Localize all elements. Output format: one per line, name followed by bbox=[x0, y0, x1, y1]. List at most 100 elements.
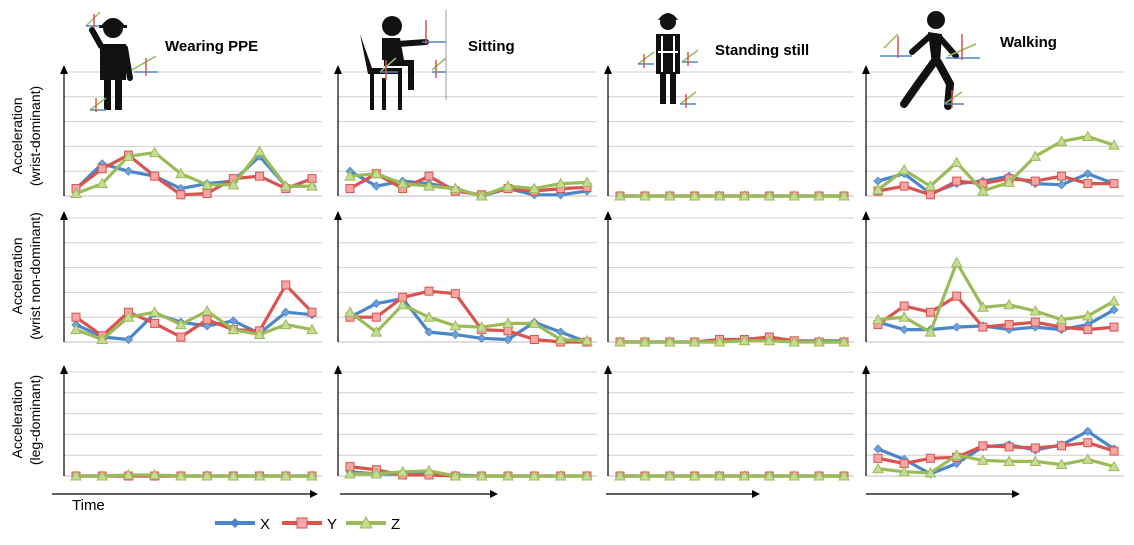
point-y-r2-c3-9 bbox=[1109, 446, 1119, 456]
point-z-r1-c1-4 bbox=[449, 319, 462, 331]
point-y-r1-c3-5 bbox=[1004, 320, 1014, 330]
point-z-r1-c3-7 bbox=[1055, 313, 1068, 325]
point-z-r0-c2-4 bbox=[713, 189, 726, 201]
point-x-r1-c3-9 bbox=[1109, 305, 1119, 315]
point-y-r1-c1-1 bbox=[371, 312, 381, 322]
point-z-r2-c3-8 bbox=[1081, 453, 1094, 464]
point-z-r2-c3-9 bbox=[1108, 460, 1120, 472]
point-y-r0-c0-7 bbox=[255, 171, 265, 181]
legend-label-z: Z bbox=[391, 516, 400, 533]
point-z-r0-c2-7 bbox=[788, 189, 801, 201]
point-y-r1-c0-9 bbox=[307, 307, 317, 317]
series-line-z-r1-c1 bbox=[349, 303, 588, 343]
series-line-z-r0-c0 bbox=[75, 149, 312, 195]
point-z-r0-c0-0 bbox=[70, 187, 82, 199]
point-z-r1-c3-4 bbox=[977, 301, 989, 312]
y-axis-arrowhead-r2-c1 bbox=[334, 365, 342, 374]
point-z-r2-c1-3 bbox=[423, 464, 435, 476]
point-z-r1-c0-9 bbox=[306, 323, 318, 335]
worker-hardhat-icon bbox=[85, 11, 158, 112]
point-z-r2-c2-4 bbox=[713, 469, 726, 481]
point-x-r0-c1-1 bbox=[371, 181, 381, 191]
point-z-r1-c3-0 bbox=[872, 313, 884, 325]
point-z-r1-c0-4 bbox=[175, 318, 187, 330]
point-z-r1-c0-1 bbox=[96, 333, 109, 345]
point-x-r2-c3-8 bbox=[1083, 426, 1093, 436]
point-z-r2-c2-9 bbox=[838, 469, 850, 481]
row-1-ylabel-line-2: (wrist non-dominant) bbox=[27, 212, 43, 340]
point-y-r1-c1-6 bbox=[503, 326, 513, 336]
point-z-r0-c2-2 bbox=[663, 189, 676, 201]
point-z-r1-c2-4 bbox=[713, 335, 726, 347]
point-y-r1-c1-4 bbox=[450, 289, 460, 299]
point-z-r1-c3-9 bbox=[1108, 295, 1120, 306]
point-z-r1-c3-8 bbox=[1081, 309, 1094, 321]
y-axis-arrowhead-r0-c1 bbox=[334, 65, 342, 74]
point-z-r2-c0-7 bbox=[253, 469, 266, 481]
point-z-r0-c1-8 bbox=[554, 177, 567, 189]
point-y-r1-c0-8 bbox=[281, 280, 291, 290]
point-z-r1-c1-1 bbox=[370, 326, 383, 337]
point-y-r0-c0-5 bbox=[202, 189, 212, 199]
worker-vest-standing-icon bbox=[637, 13, 699, 108]
point-y-r2-c3-2 bbox=[925, 453, 935, 463]
legend-item-x: X bbox=[215, 516, 270, 533]
y-axis-arrowhead-r1-c0 bbox=[60, 211, 68, 220]
point-z-r0-c2-0 bbox=[614, 189, 626, 201]
y-axis-arrowhead-r1-c1 bbox=[334, 211, 342, 220]
panel-grid bbox=[52, 65, 1124, 498]
point-z-r2-c0-2 bbox=[122, 468, 135, 480]
point-z-r2-c2-5 bbox=[738, 469, 751, 481]
y-axis-arrowhead-r1-c3 bbox=[862, 211, 870, 220]
point-z-r1-c2-3 bbox=[688, 335, 701, 347]
point-x-r2-c3-0 bbox=[873, 444, 883, 454]
point-z-r0-c1-3 bbox=[423, 180, 435, 191]
point-z-r2-c1-9 bbox=[581, 469, 593, 481]
point-z-r2-c0-5 bbox=[201, 469, 213, 481]
legend-label-y: Y bbox=[327, 516, 337, 533]
point-y-r1-c1-3 bbox=[424, 286, 434, 296]
point-y-r1-c1-7 bbox=[529, 335, 539, 345]
point-z-r0-c0-8 bbox=[279, 180, 292, 191]
point-z-r1-c0-2 bbox=[122, 311, 135, 322]
point-z-r0-c0-9 bbox=[306, 180, 318, 191]
point-y-r1-c0-5 bbox=[202, 315, 212, 325]
point-x-r1-c3-3 bbox=[952, 322, 962, 332]
point-z-r2-c0-9 bbox=[306, 469, 318, 481]
point-z-r0-c3-3 bbox=[950, 156, 963, 168]
point-y-r0-c1-3 bbox=[424, 171, 434, 181]
point-z-r2-c1-7 bbox=[528, 469, 541, 481]
point-z-r2-c3-7 bbox=[1055, 458, 1068, 470]
point-z-r2-c1-0 bbox=[344, 467, 356, 479]
point-z-r0-c2-3 bbox=[688, 189, 701, 201]
point-z-r0-c3-5 bbox=[1003, 176, 1015, 187]
point-z-r2-c2-2 bbox=[663, 469, 676, 481]
point-z-r1-c1-2 bbox=[396, 298, 409, 310]
point-z-r2-c1-8 bbox=[554, 469, 567, 481]
point-y-r1-c3-7 bbox=[1057, 322, 1067, 332]
point-y-r2-c3-5 bbox=[1004, 442, 1014, 452]
point-z-r2-c2-0 bbox=[614, 469, 626, 481]
point-z-r0-c3-7 bbox=[1055, 135, 1068, 146]
point-z-r1-c0-8 bbox=[279, 318, 292, 330]
point-y-r0-c3-9 bbox=[1109, 179, 1119, 189]
point-z-r1-c1-0 bbox=[344, 306, 356, 317]
point-y-r0-c1-0 bbox=[345, 184, 355, 194]
point-z-r0-c3-2 bbox=[924, 180, 937, 191]
point-x-r0-c3-7 bbox=[1056, 180, 1067, 190]
point-y-r0-c3-3 bbox=[952, 176, 962, 186]
point-y-r0-c0-3 bbox=[150, 171, 160, 181]
point-z-r2-c2-6 bbox=[763, 469, 776, 481]
legend-label-x: X bbox=[260, 516, 270, 533]
y-axis-arrowhead-r0-c0 bbox=[60, 65, 68, 74]
y-axis-arrowhead-r1-c2 bbox=[604, 211, 612, 220]
point-y-r0-c3-6 bbox=[1030, 176, 1040, 186]
y-axis-arrowhead-r0-c3 bbox=[862, 65, 870, 74]
point-z-r0-c3-9 bbox=[1108, 139, 1120, 150]
point-y-r1-c3-1 bbox=[899, 301, 909, 311]
point-z-r0-c3-6 bbox=[1029, 150, 1042, 161]
row-2-ylabel-line-1: Acceleration bbox=[9, 381, 25, 458]
row-2-ylabel-line-2: (leg-dominant) bbox=[27, 375, 43, 465]
series-line-y-r0-c0 bbox=[75, 153, 313, 197]
